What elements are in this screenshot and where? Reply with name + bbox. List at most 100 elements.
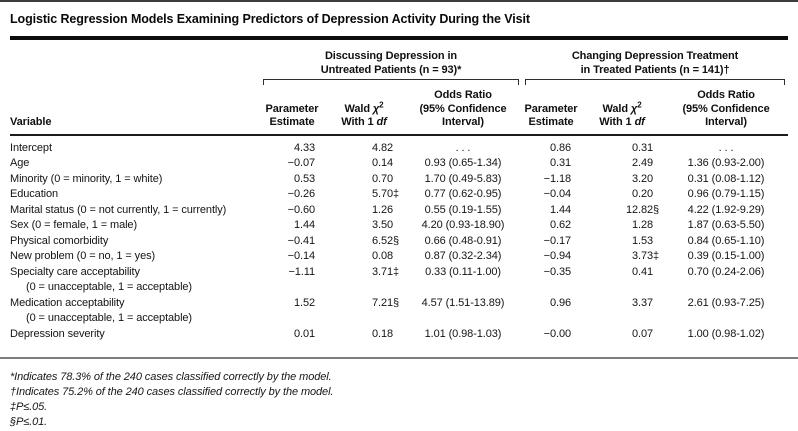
variable-cell: Medication acceptability (0 = unacceptab… <box>10 296 260 327</box>
empty-cell <box>10 77 260 89</box>
wald-value: 0.08 <box>371 250 393 262</box>
parameter-estimate-cell-group2: 0.86 <box>550 141 572 154</box>
wald-cell-group2: 12.82§ <box>580 203 664 219</box>
odds-ratio-cell-group1: 4.20 (0.93-18.90) <box>421 219 505 231</box>
spanner-cell <box>522 77 788 89</box>
header-line: Odds Ratio <box>697 89 755 101</box>
parameter-estimate-cell-group2: −1.18 <box>543 172 572 185</box>
header-line: Parameter <box>265 102 319 115</box>
table-row: Education −0.26 5.70‡ 0.77 (0.62-0.95) −… <box>10 187 788 203</box>
spanner-bracket <box>525 79 786 85</box>
odds-ratio-cell-group2: 2.61 (0.93-7.25) <box>687 296 765 309</box>
variable-label: Minority (0 = minority, 1 = white) <box>10 172 163 185</box>
odds-ratio-cell-group1: 0.66 (0.48-0.91) <box>424 234 502 247</box>
significance-marker: ‡ <box>393 188 400 200</box>
parameter-estimate-cell-group2: −0.94 <box>543 250 572 262</box>
footnote-double-dagger: ‡P≤.05. <box>10 401 48 413</box>
wald-cell-group1: 0.70 <box>324 172 404 188</box>
table-body: Intercept 4.33 4.82 . . . 0.86 0.31 . . … <box>10 135 788 343</box>
table-row: Sex (0 = female, 1 = male) 1.44 3.50 4.2… <box>10 218 788 234</box>
significance-marker: ‡ <box>653 250 660 262</box>
variable-label: Education <box>10 188 59 200</box>
variable-label: Intercept <box>10 141 52 154</box>
header-line: (95% Confidence <box>419 102 507 115</box>
wald-value: 0.07 <box>632 327 654 340</box>
odds-ratio-cell-group1: 0.87 (0.32-2.34) <box>424 250 502 262</box>
wald-value: 12.82 <box>625 203 654 216</box>
spanner-cell <box>260 77 522 89</box>
parameter-estimate-cell-group1: −0.41 <box>287 234 315 247</box>
parameter-estimate-cell-group2: 0.96 <box>550 296 572 309</box>
chi-symbol: χ <box>372 102 380 115</box>
wald-value: 3.71 <box>371 265 393 278</box>
variable-label: Specialty care acceptability <box>10 265 140 278</box>
parameter-estimate-cell-group2: 0.62 <box>550 219 572 231</box>
group-title-line: Discussing Depression in <box>324 50 458 62</box>
variable-sublabel: (0 = unacceptable, 1 = acceptable) <box>26 312 192 324</box>
odds-ratio-cell-group1: 0.77 (0.62-0.95) <box>424 188 502 200</box>
table-row: Physical comorbidity −0.41 6.52§ 0.66 (0… <box>10 234 788 250</box>
table-row: New problem (0 = no, 1 = yes) −0.14 0.08… <box>10 249 788 265</box>
odds-ratio-cell-group2: 0.39 (0.15-1.00) <box>687 250 765 262</box>
variable-cell: Education <box>10 187 260 203</box>
wald-cell-group2: 0.07 <box>580 327 664 343</box>
wald-value: 0.20 <box>632 188 654 200</box>
variable-cell: Sex (0 = female, 1 = male) <box>10 218 260 234</box>
significance-marker: ‡ <box>393 265 400 278</box>
wald-value: 1.26 <box>371 203 393 216</box>
variable-cell: New problem (0 = no, 1 = yes) <box>10 249 260 265</box>
wald-value: 0.14 <box>371 157 393 169</box>
group-header-row: Discussing Depression in Untreated Patie… <box>10 40 788 77</box>
parameter-estimate-cell-group1: −1.11 <box>288 265 315 278</box>
wald-cell-group2: 0.31 <box>580 135 664 157</box>
odds-ratio-cell-group1: 1.70 (0.49-5.83) <box>424 172 502 185</box>
wald-word: Wald <box>602 102 628 115</box>
variable-label: Medication acceptability <box>10 296 125 309</box>
group-header-discussing-depression: Discussing Depression in Untreated Patie… <box>260 40 522 77</box>
column-header-parameter-estimate-2: Parameter Estimate <box>522 89 581 136</box>
with-word: With 1 <box>341 116 374 128</box>
odds-ratio-cell-group2: 0.70 (0.24-2.06) <box>687 265 765 278</box>
column-header-parameter-estimate-1: Parameter Estimate <box>260 89 324 136</box>
footnote-divider <box>0 357 798 359</box>
wald-cell-group1: 5.70‡ <box>324 187 404 203</box>
parameter-estimate-cell-group1: −0.07 <box>287 157 315 169</box>
odds-ratio-cell-group1: 0.33 (0.11-1.00) <box>425 265 501 278</box>
table-row: Specialty care acceptability (0 = unacce… <box>10 265 788 296</box>
group-header-changing-treatment: Changing Depression Treatment in Treated… <box>522 40 788 77</box>
table-row: Marital status (0 = not currently, 1 = c… <box>10 203 788 219</box>
variable-label: Physical comorbidity <box>10 234 109 247</box>
wald-word: Wald <box>344 102 370 115</box>
parameter-estimate-cell-group1: −0.14 <box>287 250 315 262</box>
wald-value: 0.18 <box>371 327 393 340</box>
variable-label: Age <box>10 157 30 169</box>
odds-ratio-cell-group2: 1.36 (0.93-2.00) <box>687 157 765 169</box>
odds-ratio-cell-group1: 4.57 (1.51-13.89) <box>421 296 505 309</box>
variable-cell: Depression severity <box>10 327 260 343</box>
parameter-estimate-cell-group1: 1.44 <box>293 219 315 231</box>
chi-symbol: χ <box>630 102 638 115</box>
spanner-bracket <box>263 79 520 85</box>
wald-cell-group2: 3.73‡ <box>580 249 664 265</box>
wald-cell-group1: 3.50 <box>324 218 404 234</box>
df-word: df <box>634 116 645 128</box>
wald-value: 2.49 <box>632 157 654 169</box>
wald-cell-group1: 6.52§ <box>324 234 404 250</box>
variable-cell: Age <box>10 156 260 172</box>
wald-value: 7.21 <box>371 296 393 309</box>
group-title-line: in Treated Patients (n = 141)† <box>580 64 730 76</box>
variable-label: Depression severity <box>10 327 105 340</box>
significance-marker: § <box>393 234 400 247</box>
footnotes: *Indicates 78.3% of the 240 cases classi… <box>0 359 798 430</box>
group-title-line: Untreated Patients (n = 93)* <box>320 64 462 76</box>
spanner-row <box>10 77 788 89</box>
wald-cell-group1: 0.08 <box>324 249 404 265</box>
column-header-odds-ratio-2: Odds Ratio (95% Confidence Interval) <box>664 89 789 136</box>
header-line: Interval) <box>705 116 747 128</box>
footnote-dagger: †Indicates 75.2% of the 240 cases classi… <box>10 386 334 398</box>
table-title: Logistic Regression Models Examining Pre… <box>10 12 530 26</box>
wald-value: 3.50 <box>371 219 393 231</box>
wald-value: 5.70 <box>371 188 393 200</box>
wald-value: 4.82 <box>371 141 393 154</box>
